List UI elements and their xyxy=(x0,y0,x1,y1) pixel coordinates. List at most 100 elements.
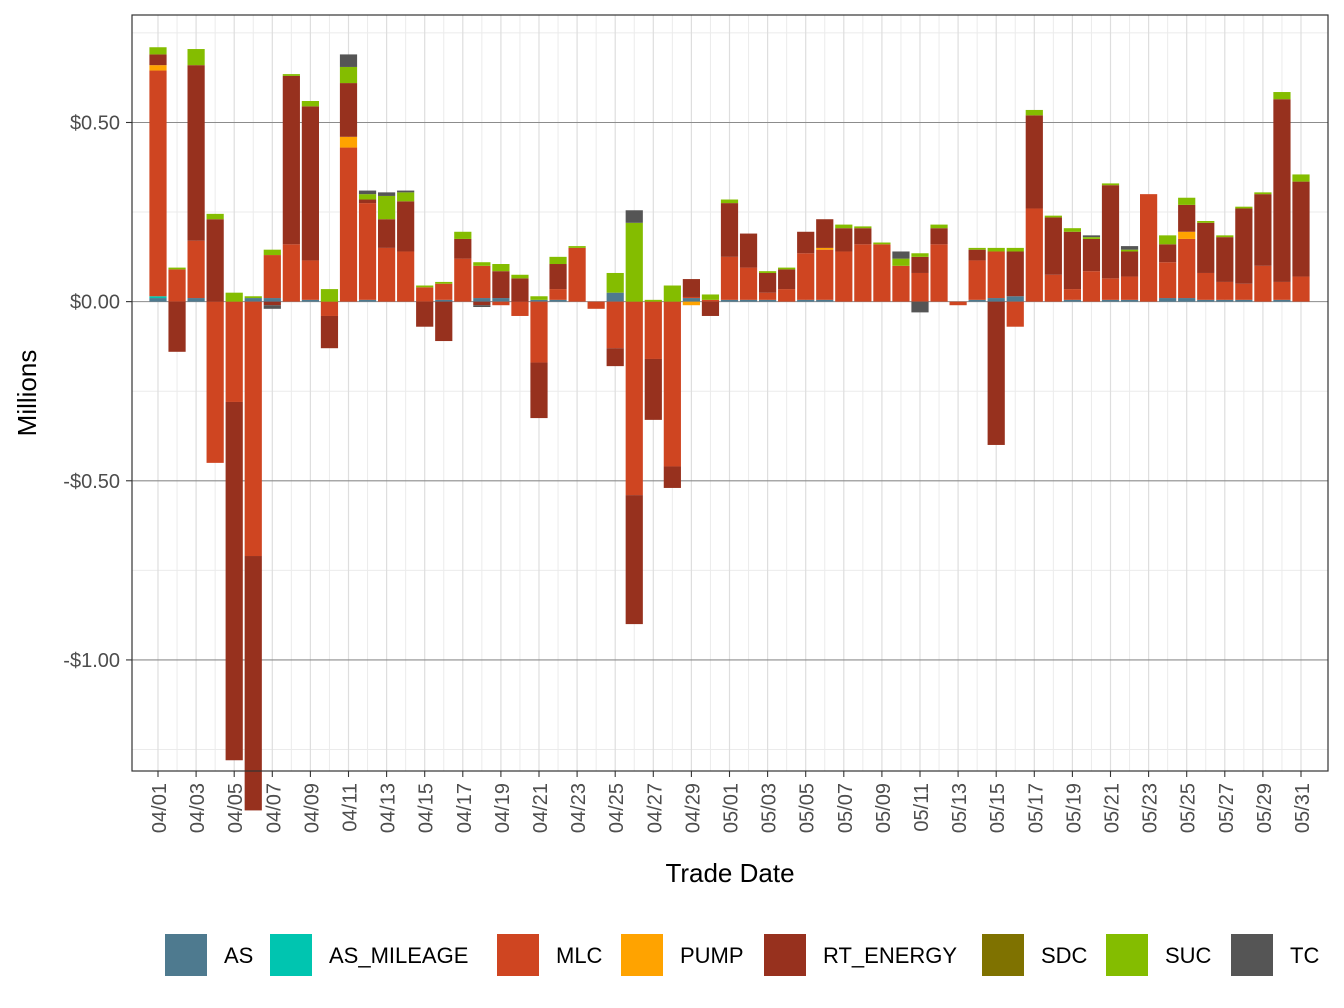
x-tick-label: 04/01 xyxy=(149,783,171,833)
bar-rt-energy-04-22 xyxy=(549,264,567,290)
x-tick-label: 05/09 xyxy=(873,783,895,833)
bar-mlc-04-02 xyxy=(168,269,186,302)
bar-suc-04-17 xyxy=(454,231,472,239)
legend-item-pump: PUMP xyxy=(621,934,744,976)
bar-rt-energy-04-29 xyxy=(682,279,700,297)
bar-as-04-16 xyxy=(435,299,453,302)
x-tick-label: 04/29 xyxy=(682,783,704,833)
bar-pump-05-06 xyxy=(816,247,834,250)
legend-item-sdc: SDC xyxy=(982,934,1088,976)
bar-mlc-04-12 xyxy=(358,203,377,300)
x-tick-label: 05/11 xyxy=(911,783,933,832)
bar-tc-05-11 xyxy=(911,301,929,313)
bar-as-05-22 xyxy=(1120,299,1139,302)
bar-rt-energy-04-03 xyxy=(187,65,205,241)
x-tick-label: 05/15 xyxy=(987,783,1009,833)
bar-mlc-04-30 xyxy=(701,299,720,302)
bar-suc-04-19 xyxy=(492,264,510,272)
bar-mlc-04-01 xyxy=(149,70,167,297)
bar-mlc-04-03 xyxy=(187,240,205,299)
legend-swatch xyxy=(270,934,312,976)
bar-suc-05-18 xyxy=(1044,215,1062,218)
legend-swatch xyxy=(497,934,539,976)
bar-pump-04-29 xyxy=(682,301,700,306)
bar-pump-05-25 xyxy=(1178,231,1196,239)
bar-as-mileage-04-01 xyxy=(149,296,167,299)
bar-mlc-04-15 xyxy=(416,287,434,302)
bar-suc-05-20 xyxy=(1082,237,1101,239)
bar-mlc-05-15 xyxy=(987,251,1005,299)
bar-tc-04-13 xyxy=(378,192,396,196)
bar-rt-energy-04-20 xyxy=(511,278,529,302)
legend-label: AS_MILEAGE xyxy=(329,943,468,968)
x-tick-label: 05/03 xyxy=(759,783,781,833)
x-tick-label: 05/21 xyxy=(1102,783,1124,833)
legend-label: SDC xyxy=(1041,943,1088,968)
legend-item-rt-energy: RT_ENERGY xyxy=(764,934,957,976)
bar-tc-04-14 xyxy=(397,190,415,193)
bar-suc-04-10 xyxy=(320,289,339,302)
bar-as-05-21 xyxy=(1101,299,1120,302)
bar-rt-energy-05-07 xyxy=(835,228,853,252)
bar-tc-04-18 xyxy=(473,305,491,308)
legend-item-as-mileage: AS_MILEAGE xyxy=(270,934,468,976)
y-tick-label: -$0.50 xyxy=(63,471,120,493)
bar-rt-energy-05-03 xyxy=(759,272,777,293)
bar-mlc-04-17 xyxy=(454,258,472,302)
legend-item-tc: TC xyxy=(1231,934,1319,976)
bar-rt-energy-04-30 xyxy=(701,301,720,316)
bar-mlc-05-13 xyxy=(949,301,967,306)
bar-mlc-04-04 xyxy=(206,301,224,463)
bar-as-04-21 xyxy=(530,299,548,302)
bar-mlc-05-21 xyxy=(1101,278,1120,300)
bar-as-05-27 xyxy=(1216,299,1234,302)
bar-mlc-05-16 xyxy=(1006,301,1024,327)
bar-suc-05-28 xyxy=(1235,206,1253,209)
x-tick-label: 05/31 xyxy=(1292,783,1314,833)
bar-rt-energy-05-22 xyxy=(1120,251,1139,277)
x-tick-label: 05/13 xyxy=(949,783,971,833)
legend-swatch xyxy=(1231,934,1273,976)
bar-mlc-04-24 xyxy=(587,301,605,309)
bar-mlc-05-14 xyxy=(968,260,986,300)
bar-tc-04-12 xyxy=(358,190,377,195)
bar-suc-05-29 xyxy=(1254,192,1272,195)
bar-mlc-04-21 xyxy=(530,301,548,363)
bar-mlc-04-22 xyxy=(549,289,567,300)
legend-label: PUMP xyxy=(680,943,744,968)
bar-mlc-05-26 xyxy=(1197,272,1215,300)
bar-mlc-05-30 xyxy=(1273,281,1291,300)
x-axis-title: Trade Date xyxy=(665,858,794,888)
bar-rt-energy-05-15 xyxy=(987,301,1005,445)
bar-as-05-26 xyxy=(1197,299,1215,302)
bar-as-04-29 xyxy=(682,298,700,302)
bar-as-04-12 xyxy=(358,299,377,302)
bar-as-04-19 xyxy=(492,298,510,302)
bar-mlc-05-28 xyxy=(1235,283,1253,300)
bar-rt-energy-04-09 xyxy=(301,106,319,261)
x-tick-label: 04/21 xyxy=(530,783,552,833)
bar-rt-energy-05-19 xyxy=(1063,231,1081,290)
bar-suc-05-12 xyxy=(930,224,948,229)
bar-rt-energy-04-12 xyxy=(358,199,377,204)
bar-suc-04-07 xyxy=(263,249,281,256)
bar-as-04-22 xyxy=(549,299,567,302)
bar-rt-energy-04-26 xyxy=(625,495,643,625)
bar-suc-04-28 xyxy=(663,285,681,302)
bar-suc-04-26 xyxy=(625,222,643,302)
x-tick-label: 05/01 xyxy=(721,783,743,833)
bar-tc-04-07 xyxy=(263,305,281,309)
bar-suc-05-17 xyxy=(1025,109,1043,116)
bar-tc-05-10 xyxy=(892,251,910,259)
y-tick-label: $0.00 xyxy=(70,292,120,314)
bar-rt-energy-05-20 xyxy=(1082,238,1101,272)
bar-mlc-05-09 xyxy=(873,244,891,302)
bar-rt-energy-05-25 xyxy=(1178,204,1196,232)
legend: AS AS_MILEAGE MLC PUMP RT_ENERGY SDC SUC TC xyxy=(165,934,1319,976)
bar-suc-04-11 xyxy=(339,66,358,84)
x-tick-label: 04/17 xyxy=(454,783,476,833)
bar-mlc-04-06 xyxy=(244,301,262,557)
bar-rt-energy-04-10 xyxy=(320,315,339,349)
bar-rt-energy-04-16 xyxy=(435,301,453,342)
bar-rt-energy-05-24 xyxy=(1159,244,1177,263)
